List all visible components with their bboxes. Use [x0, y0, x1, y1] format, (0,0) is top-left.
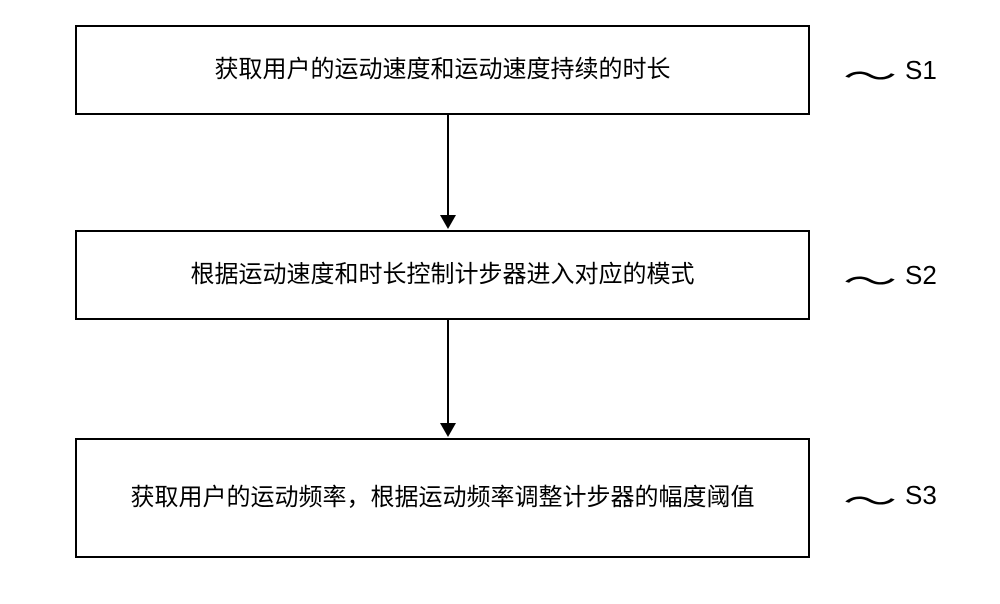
- arrow-line: [447, 115, 449, 215]
- step-label-s1: S1: [905, 55, 937, 86]
- step-box-s1: 获取用户的运动速度和运动速度持续的时长: [75, 25, 810, 115]
- arrow-head-icon: [440, 423, 456, 437]
- arrow-head-icon: [440, 215, 456, 229]
- arrow-line: [447, 320, 449, 423]
- arrow-s1-s2: [440, 115, 456, 229]
- connector-tilde-s1: ～: [843, 52, 897, 96]
- step-box-s2: 根据运动速度和时长控制计步器进入对应的模式: [75, 230, 810, 320]
- step-box-s3: 获取用户的运动频率，根据运动频率调整计步器的幅度阈值: [75, 438, 810, 558]
- step-text-s3: 获取用户的运动频率，根据运动频率调整计步器的幅度阈值: [131, 480, 755, 516]
- connector-tilde-s2: ～: [843, 257, 897, 301]
- step-label-s2: S2: [905, 260, 937, 291]
- step-label-s3: S3: [905, 480, 937, 511]
- arrow-s2-s3: [440, 320, 456, 437]
- connector-tilde-s3: ～: [843, 477, 897, 521]
- flowchart-container: 获取用户的运动速度和运动速度持续的时长 ～ S1 根据运动速度和时长控制计步器进…: [0, 0, 1000, 604]
- step-text-s2: 根据运动速度和时长控制计步器进入对应的模式: [191, 257, 695, 293]
- step-text-s1: 获取用户的运动速度和运动速度持续的时长: [215, 52, 671, 88]
